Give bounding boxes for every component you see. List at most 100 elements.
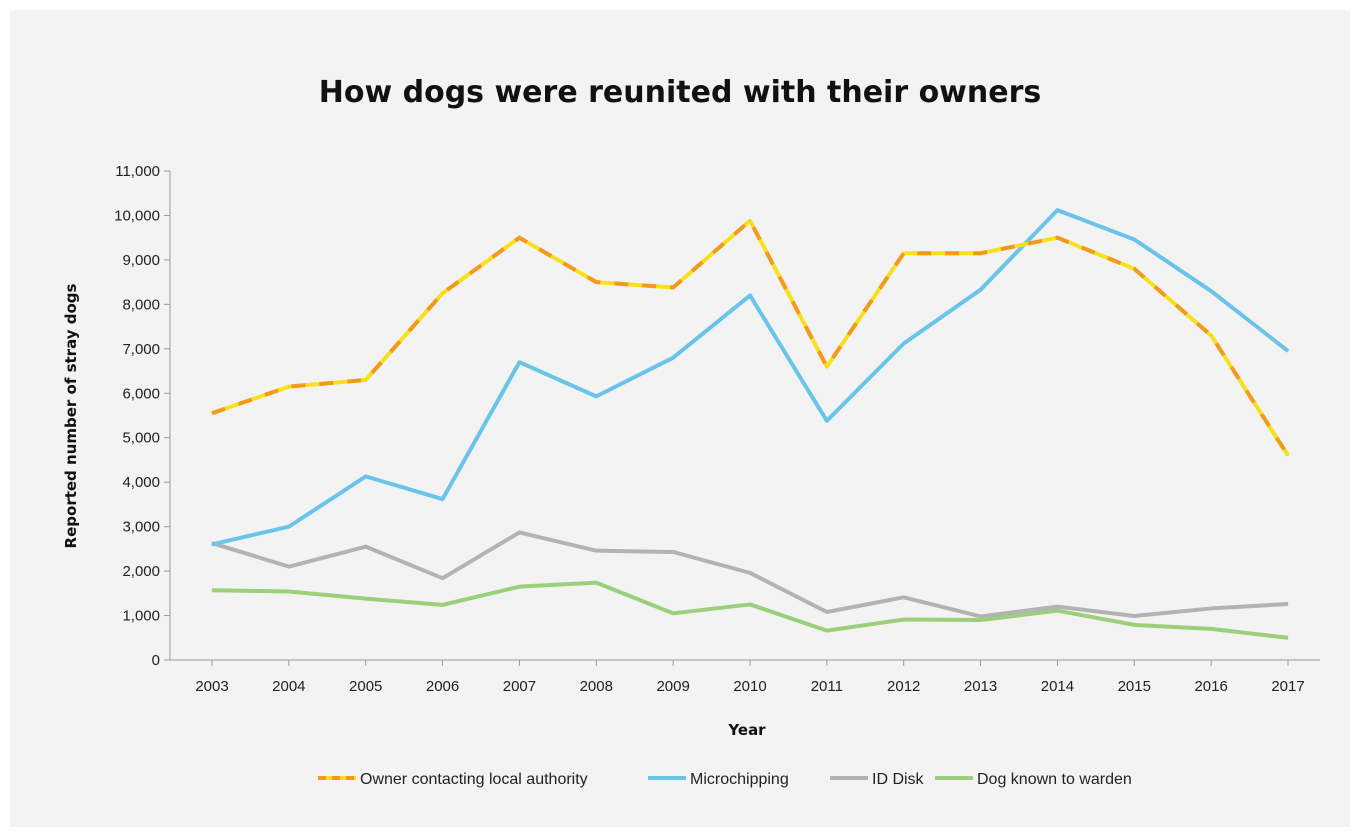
x-tick-label: 2017 [1271,678,1304,695]
x-tick-label: 2012 [887,678,920,695]
x-tick-label: 2010 [733,678,766,695]
data-point-id-disk [288,566,290,568]
data-point-microchipping [365,475,367,477]
data-point-owner-contacting-local-authority [1133,268,1135,270]
data-point-owner-contacting-local-authority [826,366,828,368]
data-point-microchipping [672,357,674,359]
y-tick-label: 1,000 [122,608,160,625]
legend-label-owner-contacting-local-authority: Owner contacting local authority [360,771,588,788]
chart-title: How dogs were reunited with their owners [319,75,1042,110]
data-point-microchipping [1133,238,1135,240]
legend-label-dog-known-to-warden: Dog known to warden [977,771,1132,788]
data-point-owner-contacting-local-authority [903,252,905,254]
y-tick-label: 6,000 [122,385,160,402]
data-point-microchipping [1210,290,1212,292]
data-point-id-disk [442,577,444,579]
data-point-owner-contacting-local-authority [1287,455,1289,457]
x-tick-label: 2003 [195,678,228,695]
data-point-id-disk [1133,615,1135,617]
x-tick-label: 2009 [656,678,689,695]
data-point-owner-contacting-local-authority [211,412,213,414]
data-point-id-disk [903,596,905,598]
data-point-id-disk [749,572,751,574]
data-point-id-disk [1210,607,1212,609]
data-point-dog-known-to-warden [826,630,828,632]
data-point-microchipping [903,342,905,344]
y-axis-ticks: 0 1,000 2,000 3,000 4,000 5,000 6,000 7,000 8,00… [114,163,170,669]
legend-label-microchipping: Microchipping [690,771,789,788]
data-point-id-disk [1056,606,1058,608]
data-point-dog-known-to-warden [980,619,982,621]
data-point-id-disk [365,546,367,548]
y-tick-label: 8,000 [122,296,160,313]
series-line-owner-contacting-local-authority-base [211,218,1290,457]
data-point-owner-contacting-local-authority [1210,334,1212,336]
data-point-microchipping [1287,350,1289,352]
data-point-owner-contacting-local-authority [595,281,597,283]
data-point-owner-contacting-local-authority [518,237,520,239]
data-point-dog-known-to-warden [1287,637,1289,639]
x-tick-label: 2007 [503,678,536,695]
data-point-dog-known-to-warden [288,591,290,593]
x-tick-label: 2008 [580,678,613,695]
data-point-id-disk [672,551,674,553]
data-point-id-disk [980,615,982,617]
data-point-owner-contacting-local-authority [442,292,444,294]
series-line-dog-known-to-warden [211,580,1289,640]
x-tick-label: 2005 [349,678,382,695]
data-point-dog-known-to-warden [1133,624,1135,626]
y-tick-label: 3,000 [122,519,160,536]
x-tick-label: 2014 [1041,678,1074,695]
legend: Owner contacting local authority Microchi… [318,771,1132,788]
series-line-microchipping [211,208,1290,547]
data-point-dog-known-to-warden [749,603,751,605]
y-tick-label: 4,000 [122,474,160,491]
chart-panel [10,10,1350,827]
x-axis-ticks: 2003 2004 2005 2006 2007 2008 2009 2010 2011 2012… [195,660,1305,695]
data-point-dog-known-to-warden [1210,628,1212,630]
data-point-dog-known-to-warden [903,619,905,621]
data-point-owner-contacting-local-authority [749,220,751,222]
data-point-dog-known-to-warden [672,612,674,614]
series-lines [211,208,1290,640]
data-point-owner-contacting-local-authority [980,252,982,254]
y-tick-label: 5,000 [122,430,160,447]
y-tick-label: 10,000 [114,207,160,224]
data-point-microchipping [518,361,520,363]
data-point-microchipping [1056,209,1058,211]
x-tick-label: 2013 [964,678,997,695]
data-point-dog-known-to-warden [595,582,597,584]
data-point-id-disk [595,550,597,552]
data-point-id-disk [826,611,828,613]
series-line-owner-contacting-local-authority [211,218,1290,457]
x-tick-label: 2004 [272,678,305,695]
data-point-dog-known-to-warden [365,598,367,600]
data-point-owner-contacting-local-authority [365,379,367,381]
y-tick-label: 9,000 [122,252,160,269]
data-point-microchipping [288,526,290,528]
data-point-microchipping [749,294,751,296]
x-tick-label: 2016 [1194,678,1227,695]
y-axis-title: Reported number of stray dogs [62,283,80,548]
data-point-microchipping [826,420,828,422]
y-tick-label: 0 [152,652,160,669]
x-tick-label: 2006 [426,678,459,695]
data-point-owner-contacting-local-authority [288,386,290,388]
data-point-dog-known-to-warden [442,604,444,606]
y-tick-label: 2,000 [122,563,160,580]
x-tick-label: 2015 [1118,678,1151,695]
data-point-microchipping [442,498,444,500]
data-point-id-disk [518,531,520,533]
data-point-microchipping [595,395,597,397]
data-point-dog-known-to-warden [1056,610,1058,612]
x-tick-label: 2011 [811,678,843,695]
data-point-dog-known-to-warden [211,589,213,591]
data-point-microchipping [980,289,982,291]
data-point-dog-known-to-warden [518,586,520,588]
legend-label-id-disk: ID Disk [872,771,925,788]
data-point-owner-contacting-local-authority [672,286,674,288]
data-point-id-disk [1287,603,1289,605]
x-axis-title: Year [727,721,766,739]
data-point-owner-contacting-local-authority [1056,237,1058,239]
